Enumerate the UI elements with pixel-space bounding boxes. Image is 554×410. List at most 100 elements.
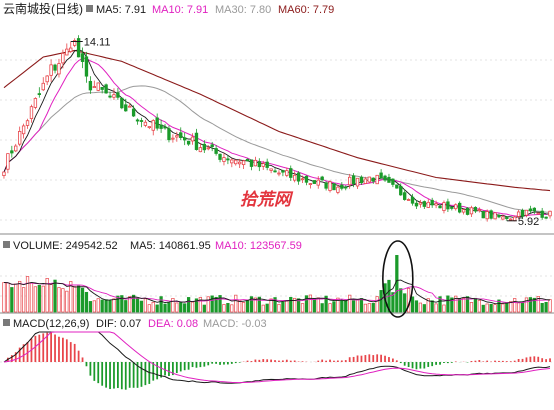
candle-body-126: [497, 214, 501, 218]
candle-body-71: [281, 170, 285, 173]
candle-body-121: [477, 209, 481, 211]
volume-bar-114: [450, 297, 454, 313]
volume-bar-33: [131, 294, 136, 313]
candle-body-108: [426, 201, 430, 208]
candle-body-4: [18, 131, 22, 145]
volume-bar-134: [528, 297, 533, 313]
volume-bar-77: [304, 295, 309, 313]
volume-spike-highlight: [382, 240, 414, 318]
volume-bar-52: [206, 296, 210, 313]
candle-body-124: [489, 210, 493, 219]
candle-body-21: [84, 56, 89, 77]
volume-ma5-line: [3, 279, 551, 305]
volume-bar-124: [489, 303, 493, 313]
volume-bar-0: [2, 282, 6, 313]
candle-body-68: [269, 168, 273, 171]
volume-bar-138: [544, 302, 548, 313]
low-price-marker: 5.92: [506, 216, 539, 228]
volume-bar-40: [159, 296, 163, 313]
volume-bar-96: [379, 290, 383, 313]
candle-body-49: [194, 132, 199, 150]
candle-body-22: [88, 80, 93, 91]
volume-bar-117: [461, 297, 466, 313]
candle-body-5: [21, 125, 26, 135]
ma5-swatch: [86, 5, 93, 12]
volume-bar-101: [399, 288, 403, 313]
candle-body-95: [375, 174, 379, 185]
candle-body-135: [532, 207, 536, 212]
volume-bar-79: [312, 298, 316, 313]
volume-bar-5: [21, 287, 26, 313]
price-header: 云南城投(日线) MA5: 7.91 MA10: 7.91 MA30: 7.80…: [3, 1, 334, 16]
volume-bar-81: [320, 303, 324, 313]
candle-body-33: [131, 108, 136, 117]
candle-body-27: [108, 95, 112, 98]
candle-body-60: [238, 161, 242, 165]
volume-bar-93: [367, 303, 371, 313]
macd-header: MACD(12,26,9) DIF: 0.07 DEA: 0.08 MACD: …: [3, 318, 267, 330]
volume-bar-78: [308, 294, 313, 313]
volume-bar-17: [69, 281, 73, 313]
candle-body-18: [73, 40, 77, 46]
candle-body-130: [513, 216, 517, 222]
volume-bar-106: [418, 302, 423, 313]
volume-bar-68: [269, 298, 273, 313]
volume-bar-105: [414, 300, 419, 313]
volume-bar-1: [6, 282, 10, 313]
candle-body-41: [163, 126, 167, 129]
candle-body-99: [391, 178, 395, 185]
volume-bar-76: [300, 303, 305, 313]
candle-body-42: [167, 128, 171, 141]
volume-bar-128: [505, 302, 509, 313]
macd-title: MACD(12,26,9): [13, 318, 89, 330]
candle-body-84: [332, 183, 336, 191]
volume-bar-29: [116, 295, 120, 313]
candle-body-80: [316, 179, 320, 186]
candle-body-119: [469, 207, 474, 215]
candle-body-6: [25, 120, 30, 126]
candle-body-39: [155, 117, 159, 129]
candle-body-0: [2, 171, 6, 176]
volume-bar-73: [289, 296, 293, 313]
candle-body-100: [395, 184, 399, 189]
volume-bar-118: [465, 296, 470, 313]
candle-body-51: [202, 143, 206, 151]
dif-label: DIF: 0.07: [96, 318, 141, 330]
candle-body-76: [300, 178, 305, 181]
candle-body-97: [383, 175, 387, 181]
volume-bar-120: [473, 297, 478, 313]
candle-body-106: [418, 202, 423, 205]
candle-body-118: [465, 207, 470, 215]
volume-bar-84: [332, 301, 336, 313]
volume-ma5-label: MA5: 140861.95: [130, 240, 211, 252]
candle-body-52: [206, 147, 210, 150]
candle-body-89: [351, 175, 356, 185]
volume-bar-50: [198, 297, 203, 313]
volume-bar-12: [49, 284, 53, 313]
candle-body-138: [544, 216, 548, 219]
candle-body-128: [505, 216, 509, 220]
volume-bar-74: [293, 297, 297, 313]
volume-bar-19: [76, 285, 81, 313]
volume-bar-6: [25, 276, 30, 313]
candle-body-81: [320, 176, 324, 181]
volume-bar-53: [210, 295, 214, 313]
volume-bar-15: [61, 288, 65, 313]
volume-bar-14: [57, 287, 61, 313]
volume-bar-13: [53, 279, 57, 313]
volume-bar-70: [277, 303, 281, 313]
volume-bar-61: [241, 302, 246, 313]
volume-bar-10: [41, 285, 45, 313]
candle-body-113: [446, 201, 450, 210]
candle-body-61: [241, 160, 246, 166]
candlesticks: [2, 35, 552, 222]
candle-body-73: [289, 168, 293, 178]
volume-bar-36: [143, 298, 148, 313]
candle-body-78: [308, 183, 313, 185]
candle-body-136: [536, 212, 540, 215]
candle-body-43: [171, 137, 175, 140]
high-price-marker: 14.11: [70, 36, 110, 48]
candle-body-110: [434, 203, 438, 206]
volume-bar-87: [344, 300, 348, 313]
